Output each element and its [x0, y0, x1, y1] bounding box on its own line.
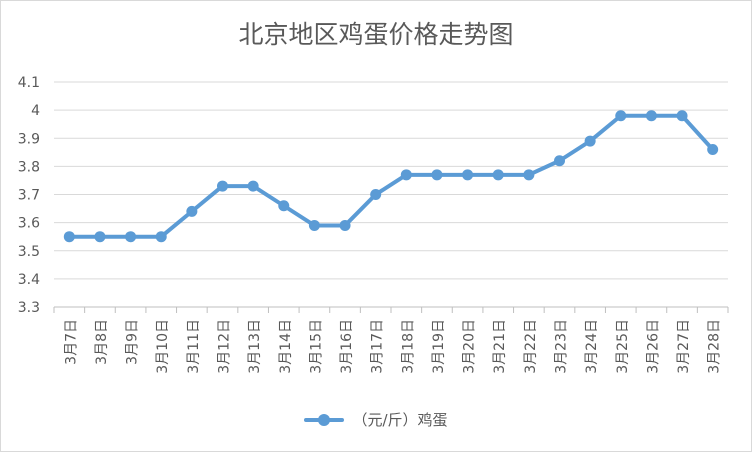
y-tick-label: 3.7: [18, 188, 40, 204]
data-point: [431, 169, 443, 181]
legend-marker: [304, 413, 345, 427]
x-tick-label: 3月13日: [247, 319, 263, 374]
x-tick-label: 3月12日: [217, 319, 233, 374]
x-tick-label: 3月15日: [308, 319, 324, 374]
x-tick-label: 3月18日: [400, 319, 416, 374]
data-point: [707, 144, 719, 155]
data-point: [94, 231, 106, 243]
y-tick-label: 3.8: [18, 159, 40, 175]
data-point: [278, 200, 290, 212]
y-tick-labels: 3.3 3.4 3.5 3.6 3.7 3.8 3.9 4 4.1: [18, 75, 40, 316]
x-tick-label: 3月26日: [645, 319, 661, 374]
y-tick-label: 4: [31, 103, 40, 119]
x-tick-label: 3月9日: [125, 319, 141, 365]
axes: [53, 306, 729, 313]
data-point: [308, 219, 320, 231]
data-point: [125, 231, 137, 243]
data-point: [217, 180, 228, 192]
data-point: [155, 231, 167, 243]
x-tick-label: 3月24日: [584, 319, 600, 374]
y-tick-label: 3.5: [18, 244, 40, 260]
data-point: [339, 219, 351, 231]
x-tick-label: 3月11日: [186, 319, 202, 374]
data-point: [615, 110, 627, 122]
y-tick-label: 3.3: [18, 300, 40, 316]
x-tick-label: 3月19日: [431, 319, 447, 374]
legend: （元/斤）鸡蛋: [1, 409, 751, 430]
x-tick-label: 3月17日: [370, 319, 386, 374]
data-point: [523, 169, 535, 181]
data-point: [462, 169, 474, 181]
y-tick-label: 3.9: [18, 131, 40, 147]
data-point: [645, 110, 657, 122]
x-tick-label: 3月22日: [523, 319, 539, 374]
series-line: [67, 113, 715, 239]
x-tick-label: 3月7日: [63, 319, 79, 365]
x-tick-label: 3月14日: [278, 319, 294, 374]
x-tick-label: 3月20日: [462, 319, 478, 374]
x-tick-label: 3月10日: [155, 319, 171, 374]
x-tick-label: 3月8日: [94, 319, 110, 365]
x-tick-label: 3月25日: [615, 319, 631, 374]
chart-title: 北京地区鸡蛋价格走势图: [238, 20, 514, 49]
data-point: [492, 169, 504, 181]
data-point: [370, 189, 382, 200]
x-tick-label: 3月21日: [492, 319, 508, 374]
y-tick-label: 3.6: [18, 216, 40, 232]
data-point: [186, 205, 198, 217]
series: [63, 110, 719, 243]
data-point: [554, 155, 565, 167]
legend-label: （元/斤）鸡蛋: [352, 411, 448, 429]
x-tick-label: 3月28日: [707, 319, 723, 374]
x-tick-label: 3月16日: [339, 319, 355, 374]
data-point: [400, 169, 412, 181]
gridlines: [54, 81, 728, 280]
y-tick-label: 4.1: [18, 75, 40, 91]
data-point: [676, 110, 688, 122]
x-tick-label: 3月23日: [554, 319, 570, 374]
x-tick-labels: 3月7日 3月8日 3月9日 3月10日 3月11日 3月12日 3月13日 3月14日 3月1…: [63, 319, 722, 374]
y-tick-label: 3.4: [18, 272, 40, 288]
data-point: [63, 231, 75, 243]
data-point: [247, 180, 259, 192]
x-tick-label: 3月27日: [676, 319, 692, 374]
data-point: [584, 135, 596, 147]
